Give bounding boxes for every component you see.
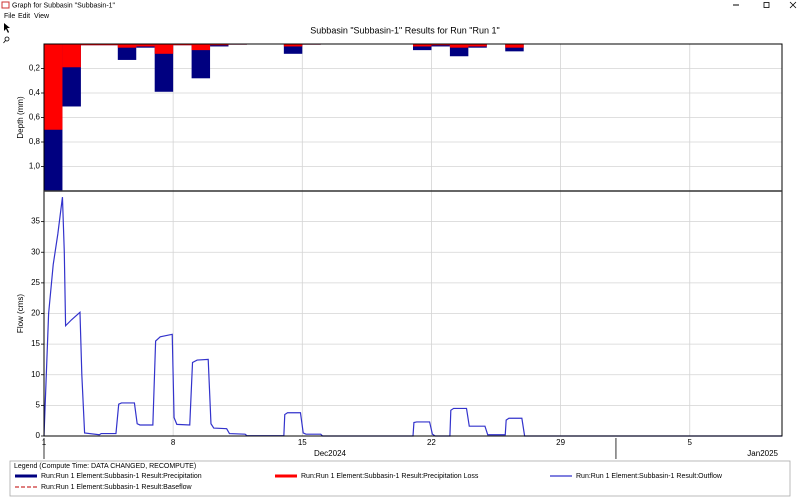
y-tick-label: 1,0 (29, 162, 41, 171)
graph-title: Subbasin "Subbasin-1" Results for Run "R… (310, 25, 499, 35)
x-tick-label: 15 (298, 438, 307, 447)
zoom-tool[interactable] (4, 36, 10, 42)
legend-label: Run:Run 1 Element:Subbasin-1 Result:Outf… (576, 473, 723, 480)
x-tick-label: 22 (427, 438, 436, 447)
flow-line (43, 197, 782, 437)
legend-label: Run:Run 1 Element:Subbasin-1 Result:Prec… (301, 473, 479, 480)
x-tick-label: 8 (171, 438, 176, 447)
y-tick-label: 25 (31, 278, 40, 287)
x-tick-label: 29 (556, 438, 565, 447)
y-tick-label: 30 (31, 247, 40, 256)
precip-bar (449, 44, 469, 48)
y-axis-label: Depth (mm) (16, 96, 25, 139)
precip-bar (173, 44, 192, 46)
y-tick-label: 0,4 (29, 88, 41, 97)
y-tick-label: 15 (31, 339, 40, 348)
precip-bar (413, 44, 432, 51)
x-group-label: Jan2025 (747, 449, 778, 458)
window-title: Graph for Subbasin "Subbasin-1" (12, 2, 116, 9)
precip-bar (117, 44, 137, 48)
y-tick-label: 10 (31, 370, 40, 379)
precip-bar (505, 44, 524, 48)
precip-bar (117, 44, 137, 60)
precip-bar (210, 44, 229, 46)
menu-view[interactable]: View (34, 13, 50, 20)
menu-file[interactable]: File (4, 13, 15, 20)
close[interactable] (789, 1, 797, 9)
y-tick-label: 0,2 (29, 64, 41, 73)
app-icon (1, 1, 10, 9)
legend-title: Legend (Compute Time: DATA CHANGED, RECO… (14, 463, 196, 470)
zoom-tool-handle[interactable] (3, 40, 6, 44)
x-group-label: Dec2024 (314, 449, 347, 458)
precip-bar (283, 44, 303, 47)
y-tick-label: 35 (31, 217, 40, 226)
legend-label: Run:Run 1 Element:Subbasin-1 Result:Base… (41, 484, 193, 491)
y-tick-label: 5 (36, 400, 41, 409)
precip-bar (413, 44, 432, 47)
pointer-tool[interactable] (4, 23, 10, 33)
precip-bar (431, 44, 450, 46)
y-tick-label: 0,6 (29, 113, 41, 122)
y-axis-label: Flow (cms) (16, 294, 25, 333)
precip-bar (154, 44, 174, 54)
precip-bar (136, 44, 155, 47)
precip-bar (468, 44, 487, 47)
plots: 0,2 0,4 0,6 0,8 1,0 Depth (mm) 0 5 10 15 20 25 30 35 F… (16, 43, 783, 459)
precip-bar (80, 44, 100, 46)
legend-box (9, 460, 791, 497)
precip-bar (283, 44, 303, 54)
precip-bar (191, 44, 211, 51)
precip-bar (191, 44, 211, 79)
precip-bar (154, 44, 174, 92)
x-tick-label: 5 (688, 438, 693, 447)
legend-label: Run:Run 1 Element:Subbasin-1 Result:Prec… (41, 473, 202, 480)
y-tick-label: 20 (31, 309, 40, 318)
restore[interactable] (763, 2, 770, 8)
legend: Run:Run 1 Element:Subbasin-1 Result:Prec… (15, 473, 723, 491)
menu-edit[interactable]: Edit (18, 13, 30, 20)
y-tick-label: 0,8 (29, 137, 41, 146)
y-tick-label: 0 (36, 431, 41, 440)
precip-bar (44, 44, 63, 130)
precip-bar (62, 44, 81, 68)
precip-bar (99, 44, 118, 46)
